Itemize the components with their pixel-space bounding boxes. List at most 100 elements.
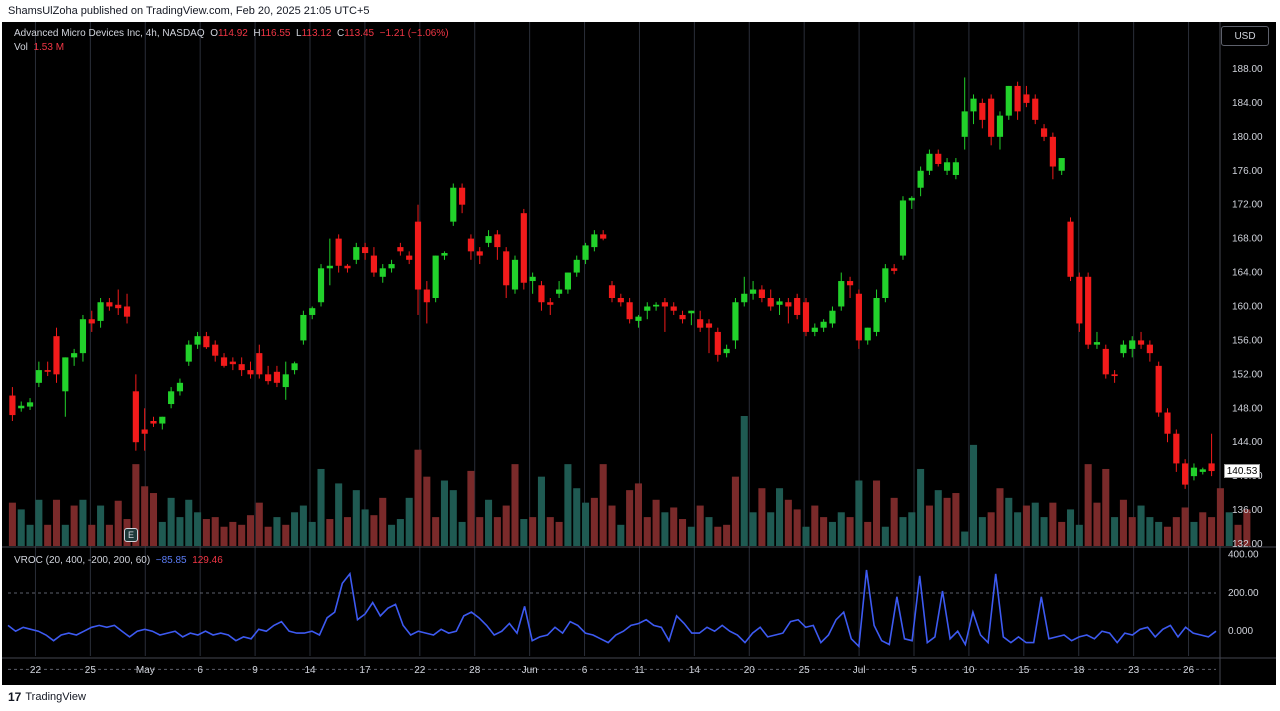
candle-body	[450, 187, 457, 222]
volume-bar	[114, 500, 122, 546]
volume-bar	[88, 524, 96, 546]
candle-body	[44, 370, 51, 372]
price-tick-label: 156.00	[1232, 335, 1263, 346]
tradingview-logo[interactable]: 17 TradingView	[8, 690, 86, 704]
volume-bar	[749, 512, 757, 546]
indicator-label: VROC (20, 400, -200, 200, 60)	[14, 555, 151, 566]
volume-bar	[185, 499, 193, 546]
volume-bar	[723, 524, 731, 546]
volume-bar	[149, 493, 158, 546]
price-tick-label: 176.00	[1232, 166, 1263, 177]
candle-body	[811, 327, 818, 332]
volume-bar	[740, 416, 748, 546]
candle-body	[758, 289, 765, 298]
volume-bar	[17, 509, 25, 546]
volume-bar	[370, 515, 378, 546]
volume-bar	[811, 505, 819, 546]
publisher-line: ShamsUlZoha published on TradingView.com…	[0, 0, 1280, 22]
volume-bar	[1014, 512, 1022, 546]
candle-body	[397, 247, 404, 252]
price-tick-label: 152.00	[1232, 369, 1263, 380]
chart-frame: 188.00 184.00 180.00 176.00 172.00 168.00 164.…	[2, 22, 1276, 685]
candle-body	[9, 395, 16, 416]
candle-body	[441, 253, 448, 256]
volume-bar	[952, 493, 960, 546]
volume-bar	[1199, 512, 1207, 546]
volume-bar	[432, 517, 440, 546]
candle-body	[529, 276, 536, 282]
volume-bar	[379, 497, 387, 546]
candle-body	[820, 321, 827, 328]
tradingview-brand: TradingView	[25, 691, 86, 703]
volume-bar	[449, 490, 457, 546]
candle-body	[1182, 463, 1189, 485]
candle-body	[600, 234, 607, 239]
candle-body	[697, 319, 704, 328]
volume-bar	[802, 526, 810, 546]
candle-body	[1208, 463, 1215, 472]
candle-body	[265, 374, 272, 382]
candle-body	[123, 306, 131, 317]
volume-bar	[26, 524, 34, 546]
time-tick-label: 6	[197, 665, 203, 676]
indicator-tick-label: 200.00	[1228, 588, 1259, 599]
candle-body	[1199, 469, 1206, 472]
candle-body	[1137, 340, 1145, 345]
volume-bar	[758, 488, 766, 546]
time-tick-label: 28	[469, 665, 481, 676]
volume-bar	[546, 517, 554, 546]
time-tick-label: 9	[252, 665, 258, 676]
candle-body	[256, 353, 263, 375]
candle-body	[159, 416, 166, 424]
volume-bar	[1031, 502, 1039, 546]
volume-bar	[837, 512, 845, 546]
candle-body	[794, 298, 801, 315]
currency-button[interactable]: USD	[1221, 26, 1269, 46]
volume-bar	[687, 526, 695, 546]
chart-canvas[interactable]: 188.00 184.00 180.00 176.00 172.00 168.00 164.…	[2, 22, 1276, 685]
volume-bar	[1093, 502, 1101, 546]
open-value: 114.92	[217, 28, 248, 39]
volume-bar	[590, 497, 598, 546]
candle-body	[538, 285, 545, 303]
candle-body	[317, 268, 325, 303]
candle-body	[300, 314, 307, 341]
candle-body	[1129, 340, 1136, 349]
tradingview-logo-icon: 17	[8, 690, 22, 704]
volume-bar	[220, 526, 228, 546]
candle-body	[802, 302, 810, 332]
volume-bar	[555, 521, 563, 546]
volume-bar	[1163, 526, 1172, 546]
volume-bar	[229, 521, 237, 546]
volume-bar	[599, 464, 607, 546]
candle-body	[732, 302, 739, 341]
candle-body	[996, 115, 1004, 137]
time-tick-label: 17	[359, 665, 371, 676]
volume-bar	[352, 490, 360, 546]
volume-bar	[652, 499, 660, 546]
low-value: 113.12	[301, 28, 332, 39]
volume-bar	[361, 509, 369, 546]
price-tick-label: 148.00	[1232, 403, 1263, 414]
candle-body	[18, 405, 25, 409]
volume-bar	[423, 476, 431, 546]
volume-bar	[167, 497, 175, 546]
candle-body	[891, 268, 898, 271]
volume-bar	[1075, 524, 1083, 546]
volume-bar	[934, 490, 942, 546]
earnings-badge[interactable]: E	[124, 528, 138, 542]
volume-bar	[793, 509, 801, 546]
indicator-value-1: −85.85	[155, 555, 187, 566]
candle-body	[185, 344, 192, 362]
candle-body	[423, 289, 430, 303]
price-tick-label: 180.00	[1232, 132, 1263, 143]
candle-body	[212, 344, 219, 356]
candle-body	[53, 336, 60, 375]
candle-body	[670, 306, 677, 311]
candle-body	[26, 402, 34, 407]
high-label: H	[253, 28, 261, 39]
candle-body	[494, 234, 501, 248]
candle-body	[238, 364, 245, 371]
candle-body	[617, 298, 624, 303]
candle-body	[1173, 433, 1180, 464]
